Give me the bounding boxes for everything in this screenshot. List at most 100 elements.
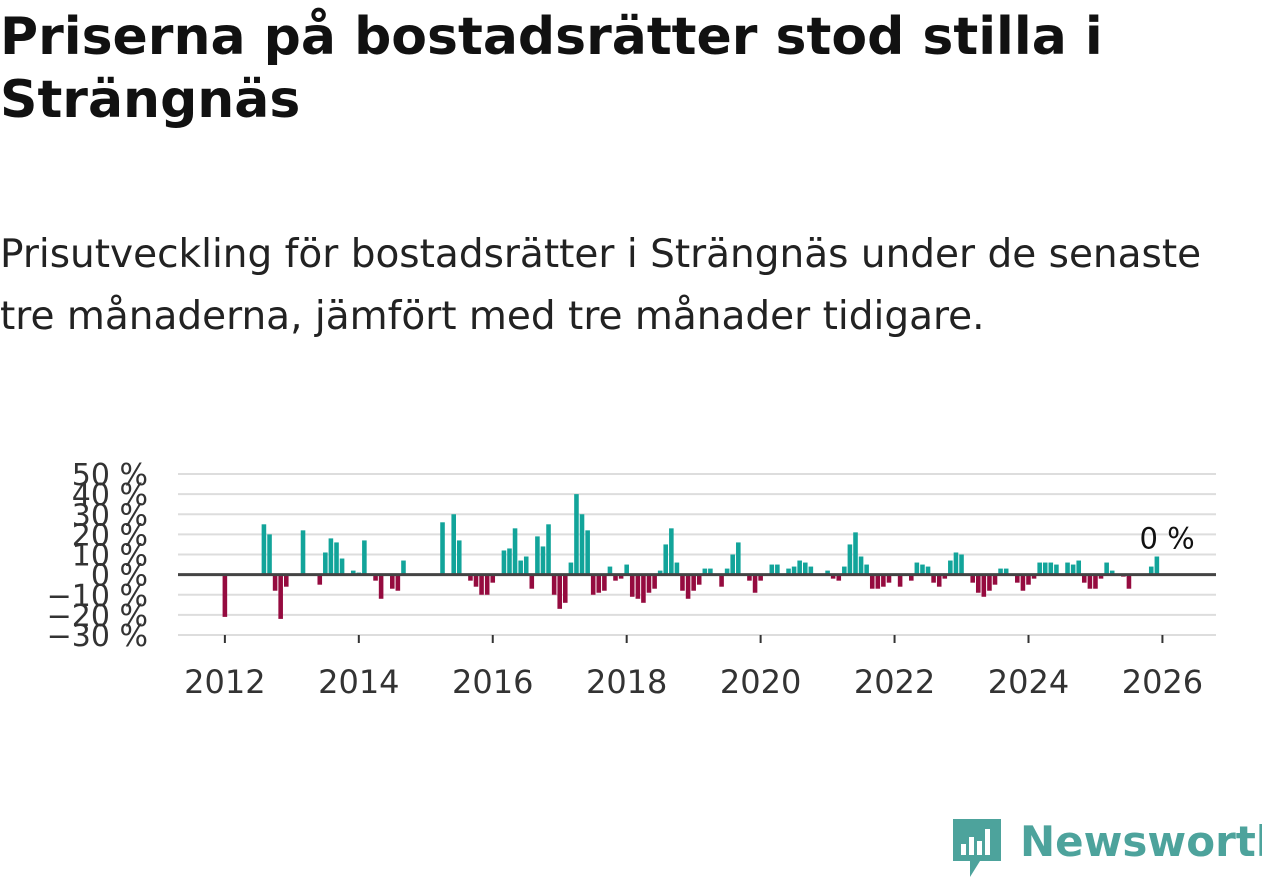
x-tick-label: 2018 <box>586 663 667 701</box>
bar <box>395 574 401 591</box>
bar <box>914 562 920 575</box>
bar <box>1065 562 1070 575</box>
bar <box>1020 574 1026 591</box>
latest-value-annotation: 0 % <box>1139 522 1194 556</box>
bar <box>440 522 445 575</box>
bar <box>613 574 618 581</box>
bar <box>730 554 735 575</box>
y-tick-label: 0 % <box>91 559 148 594</box>
bar <box>451 514 456 575</box>
bar <box>596 574 602 593</box>
bar <box>1093 574 1098 589</box>
bar <box>456 540 462 575</box>
bar <box>674 562 680 575</box>
bar <box>479 574 484 595</box>
bar <box>752 574 758 593</box>
bar <box>1081 574 1087 583</box>
y-tick-label: −10 % <box>47 579 148 614</box>
bar <box>881 574 886 587</box>
bar <box>825 570 830 575</box>
bar <box>875 574 881 589</box>
bar <box>267 534 272 575</box>
bar <box>847 544 853 575</box>
y-tick-label: 30 % <box>72 498 148 533</box>
bar <box>948 560 953 575</box>
bar <box>853 532 858 575</box>
bar <box>736 542 741 575</box>
bar <box>897 574 903 587</box>
bar <box>484 574 490 595</box>
y-tick-label: 40 % <box>72 478 148 513</box>
bar <box>858 556 864 575</box>
bar <box>278 574 283 619</box>
brand-name: Newsworthy <box>1020 817 1262 866</box>
bar <box>1026 574 1031 585</box>
x-tick-label: 2026 <box>1122 663 1203 701</box>
bar <box>562 574 568 603</box>
y-tick-label: 10 % <box>72 539 148 574</box>
bar <box>680 574 685 591</box>
bar <box>1076 560 1082 575</box>
bar <box>646 574 652 593</box>
bar <box>959 554 964 575</box>
bar <box>328 538 334 575</box>
bar <box>317 574 323 585</box>
bar <box>920 564 925 575</box>
bar <box>1109 570 1115 575</box>
bar <box>652 574 657 589</box>
bar <box>802 562 808 575</box>
bar <box>378 574 384 599</box>
bar <box>1098 574 1104 579</box>
bars <box>222 494 1160 619</box>
bar <box>864 564 869 575</box>
bar <box>987 574 992 591</box>
bar <box>590 574 596 595</box>
bar <box>975 574 981 593</box>
bar <box>797 560 802 575</box>
bar <box>758 574 763 581</box>
bar <box>222 574 228 617</box>
bar <box>261 524 267 575</box>
bar <box>629 574 635 597</box>
bar <box>507 548 512 575</box>
bar <box>602 574 607 591</box>
bar <box>1042 562 1048 575</box>
bar <box>830 574 836 579</box>
bar <box>691 574 696 591</box>
bar <box>909 574 914 581</box>
chart-subtitle: Prisutveckling för bostadsrätter i Strän… <box>0 232 1202 339</box>
x-tick-label: 2014 <box>318 663 399 701</box>
bar <box>998 568 1003 575</box>
bar <box>685 574 691 599</box>
bar <box>869 574 875 589</box>
bar <box>334 542 339 575</box>
bar <box>786 568 791 575</box>
y-tick-label: −20 % <box>47 599 148 634</box>
newsworthy-logo-icon <box>953 819 1001 877</box>
bar <box>473 574 479 587</box>
bar <box>1070 564 1076 575</box>
bar <box>836 574 842 581</box>
bar <box>300 530 306 575</box>
x-tick-label: 2016 <box>452 663 533 701</box>
x-tick-label: 2022 <box>854 663 935 701</box>
bar <box>272 574 278 591</box>
bar <box>512 528 518 575</box>
x-axis-ticks: 2012 2014 2016 2018 2020 2022 2024 2026 <box>184 635 1203 701</box>
bar <box>696 574 702 585</box>
gridlines <box>178 473 1216 636</box>
bar <box>1087 574 1093 589</box>
bar <box>373 574 378 581</box>
bar <box>490 574 496 583</box>
bar <box>992 574 998 585</box>
bar <box>925 566 931 575</box>
bar <box>953 552 959 575</box>
bar <box>657 570 663 575</box>
bar <box>719 574 724 587</box>
bar <box>585 530 590 575</box>
bar <box>724 568 730 575</box>
x-tick-label: 2024 <box>988 663 1069 701</box>
y-tick-label: −30 % <box>47 619 148 654</box>
bar <box>808 566 814 575</box>
bar <box>574 494 579 575</box>
